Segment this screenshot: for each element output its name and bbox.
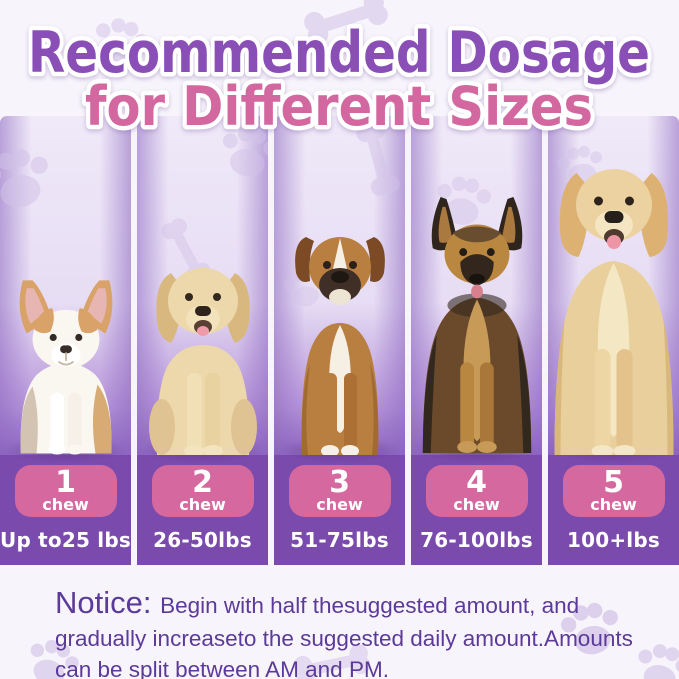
chew-badge: 2 chew (151, 465, 254, 517)
chew-badge: 3 chew (288, 465, 391, 517)
golden-retriever-photo (554, 169, 673, 455)
paw-print-icon (0, 144, 56, 214)
chew-badge: 1 chew (14, 465, 117, 517)
chew-count: 4 (466, 465, 487, 500)
chew-unit: chew (179, 495, 226, 514)
size-column-1: 1 chew Up to25 lbs (0, 116, 131, 565)
corgi-puppy-photo (19, 280, 112, 455)
notice-label: Notice: (55, 585, 161, 620)
boxer-dog-photo (294, 237, 385, 455)
dosage-columns: 1 chew Up to25 lbs (0, 116, 679, 565)
weight-label: 100+lbs (567, 528, 660, 552)
german-shepherd-photo (422, 196, 531, 453)
chew-badge: 4 chew (425, 465, 528, 517)
chew-count: 1 (55, 465, 76, 500)
chew-count: 2 (192, 465, 213, 500)
paw-print-icon (217, 123, 268, 182)
dosage-panel: 1 chew Up to25 lbs (0, 455, 131, 565)
column-photo-area (0, 116, 131, 463)
column-photo-area (274, 116, 405, 463)
weight-label: Up to25 lbs (0, 528, 131, 552)
paw-print-icon (87, 12, 153, 74)
chew-badge: 5 chew (562, 465, 665, 517)
column-photo-area (137, 116, 268, 463)
dosage-panel: 4 chew 76-100lbs (411, 455, 542, 565)
size-column-5: 5 chew 100+lbs (548, 116, 679, 565)
dosage-panel: 2 chew 26-50lbs (137, 455, 268, 565)
column-photo-area (411, 116, 542, 463)
size-column-4: 4 chew 76-100lbs (411, 116, 542, 565)
chew-unit: chew (42, 495, 89, 514)
notice: Notice: Begin with half thesuggested amo… (55, 582, 649, 679)
chew-unit: chew (590, 495, 637, 514)
weight-label: 76-100lbs (420, 528, 533, 552)
chew-count: 3 (329, 465, 350, 500)
column-photo-area (548, 116, 679, 463)
chew-unit: chew (453, 495, 500, 514)
chew-count: 5 (603, 465, 624, 500)
size-column-3: 3 chew 51-75lbs (274, 116, 405, 565)
dosage-panel: 3 chew 51-75lbs (274, 455, 405, 565)
weight-label: 26-50lbs (153, 528, 252, 552)
weight-label: 51-75lbs (290, 528, 389, 552)
bone-icon (354, 119, 402, 198)
dosage-panel: 5 chew 100+lbs (548, 455, 679, 565)
bone-icon (301, 0, 391, 48)
labrador-puppy-photo (148, 268, 257, 455)
title-line-1: Recommended Dosage (28, 20, 650, 86)
size-column-2: 2 chew 26-50lbs (137, 116, 268, 565)
chew-unit: chew (316, 495, 363, 514)
